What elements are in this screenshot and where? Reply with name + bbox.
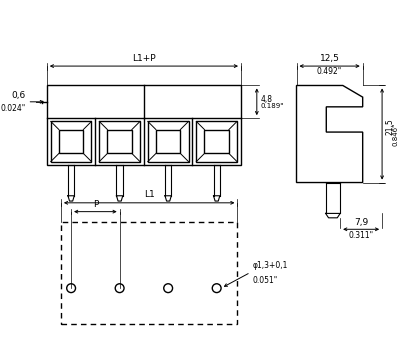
Text: 0.024": 0.024" — [0, 103, 26, 112]
Text: 0.846": 0.846" — [393, 122, 399, 146]
Bar — [99, 121, 140, 161]
Text: P: P — [93, 200, 98, 209]
Bar — [47, 86, 241, 165]
Text: 21,5: 21,5 — [386, 118, 395, 135]
Text: 0.051": 0.051" — [252, 276, 278, 285]
Text: L1+P: L1+P — [132, 54, 156, 63]
Text: 0.189": 0.189" — [260, 103, 284, 109]
Text: 0.311": 0.311" — [348, 231, 374, 240]
Text: φ1,3+0,1: φ1,3+0,1 — [252, 261, 288, 270]
Bar — [196, 121, 237, 161]
Text: 4,8: 4,8 — [260, 95, 272, 104]
Bar — [156, 130, 180, 154]
Bar — [204, 130, 229, 154]
Text: 0,6: 0,6 — [12, 91, 26, 100]
Text: 7,9: 7,9 — [354, 218, 368, 227]
Bar — [61, 222, 238, 324]
Text: 12,5: 12,5 — [320, 54, 340, 63]
Text: 0.492": 0.492" — [317, 67, 342, 76]
Bar — [51, 121, 92, 161]
Bar — [108, 130, 132, 154]
Bar — [59, 130, 83, 154]
Text: L1: L1 — [144, 190, 154, 199]
Bar — [148, 121, 188, 161]
